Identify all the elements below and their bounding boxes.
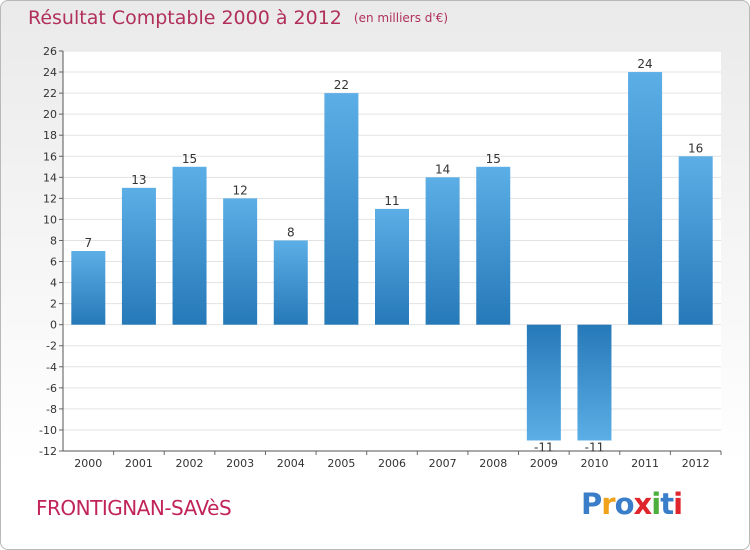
data-label: 15	[182, 152, 197, 166]
x-tick-label: 2004	[277, 457, 305, 470]
data-label: -11	[534, 440, 554, 454]
commune-name: FRONTIGNAN-SAVèS	[36, 496, 232, 520]
bar	[678, 156, 713, 325]
logo-letter: i	[651, 487, 661, 521]
y-tick-label: 26	[43, 45, 57, 58]
data-label: 22	[334, 78, 349, 92]
data-label: 24	[637, 57, 652, 71]
data-label: 11	[384, 194, 399, 208]
x-tick-label: 2001	[125, 457, 153, 470]
logo-letter: x	[633, 487, 653, 521]
bar	[223, 198, 258, 325]
y-tick-label: 24	[43, 66, 57, 79]
x-tick-label: 2000	[74, 457, 102, 470]
data-label: 16	[688, 141, 703, 155]
data-label: 7	[84, 236, 92, 250]
y-tick-label: 22	[43, 87, 57, 100]
x-tick-label: 2003	[226, 457, 254, 470]
bar	[425, 177, 460, 325]
x-tick-label: 2006	[378, 457, 406, 470]
y-tick-label: 14	[43, 171, 57, 184]
bar	[71, 251, 106, 325]
x-tick-label: 2007	[429, 457, 457, 470]
data-label: 13	[131, 173, 146, 187]
logo-letter: P	[581, 487, 602, 521]
data-label: 15	[486, 152, 501, 166]
logo-letter: o	[614, 487, 635, 521]
y-tick-label: 20	[43, 108, 57, 121]
x-tick-label: 2010	[580, 457, 608, 470]
y-tick-label: 4	[50, 277, 57, 290]
unit-label: (en milliers d'€)	[353, 11, 449, 25]
y-tick-label: 8	[50, 234, 57, 247]
data-label: 12	[233, 183, 248, 197]
chart-title: Résultat Comptable 2000 à 2012 (en millie…	[28, 7, 448, 29]
x-tick-label: 2005	[327, 457, 355, 470]
y-tick-label: 18	[43, 129, 57, 142]
data-label: -11	[585, 440, 605, 454]
y-tick-label: -6	[46, 382, 57, 395]
y-tick-label: 10	[43, 213, 57, 226]
bar	[324, 93, 359, 325]
bar	[526, 324, 561, 441]
logo-letter: t	[660, 487, 674, 521]
data-label: 14	[435, 162, 450, 176]
y-tick-label: 6	[50, 256, 57, 269]
bar	[476, 166, 511, 325]
y-tick-label: 12	[43, 192, 57, 205]
proxiti-logo: Proxiti	[581, 487, 683, 521]
x-tick-label: 2002	[176, 457, 204, 470]
bar	[375, 208, 409, 325]
bar	[273, 240, 308, 325]
data-label: 8	[287, 225, 295, 239]
bar	[577, 324, 612, 441]
y-tick-label: 16	[43, 150, 57, 163]
x-tick-label: 2009	[530, 457, 558, 470]
title-text: Résultat Comptable 2000 à 2012	[28, 7, 342, 29]
y-tick-label: -12	[39, 445, 57, 458]
logo-letter: r	[601, 487, 615, 521]
x-tick-label: 2008	[479, 457, 507, 470]
y-tick-label: 0	[50, 319, 57, 332]
y-tick-label: -10	[39, 424, 57, 437]
logo-letter: i	[673, 487, 683, 521]
x-tick-label: 2011	[631, 457, 659, 470]
bar	[172, 166, 207, 325]
y-tick-label: -8	[46, 403, 57, 416]
bar	[628, 72, 663, 325]
y-tick-label: -2	[46, 340, 57, 353]
bar	[121, 187, 156, 325]
y-tick-label: 2	[50, 298, 57, 311]
x-tick-label: 2012	[682, 457, 710, 470]
y-tick-label: -4	[46, 361, 57, 374]
